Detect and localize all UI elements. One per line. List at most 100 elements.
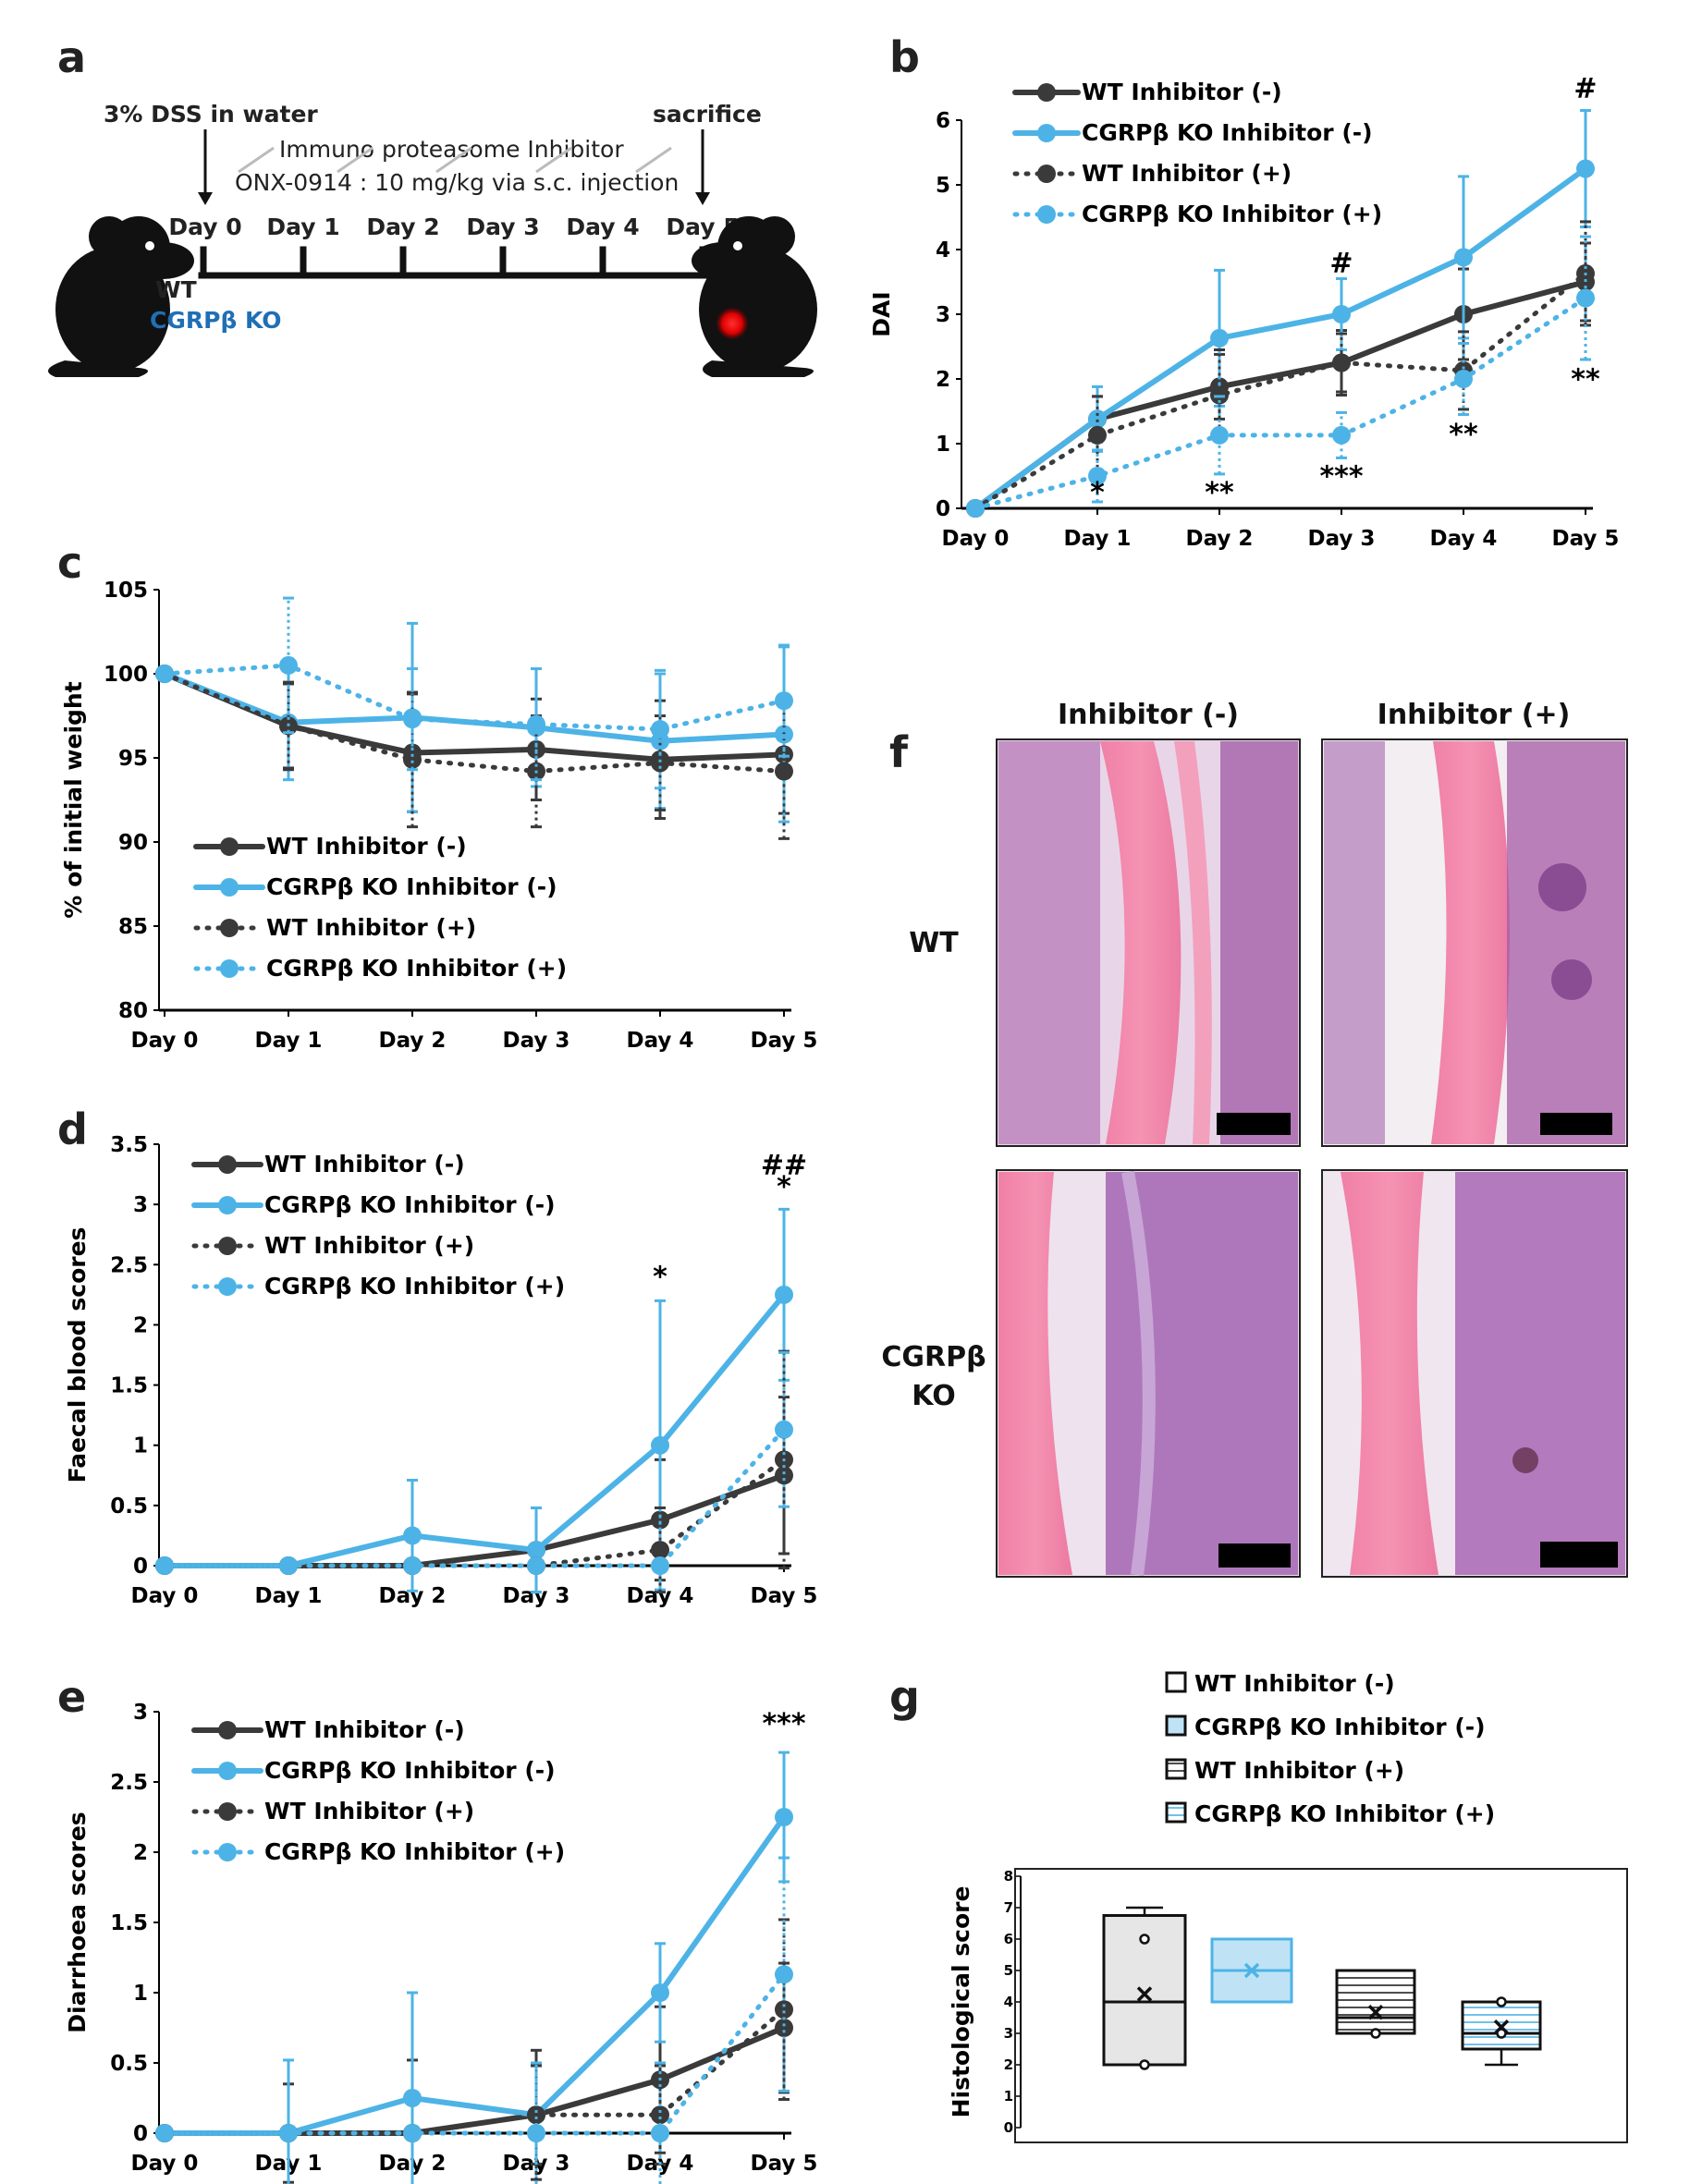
histology-col-header-minus: Inhibitor (-): [1058, 699, 1239, 731]
chart-b-legend-label: WT Inhibitor (+): [1082, 160, 1292, 187]
chart-b-data-point: [1576, 159, 1595, 178]
histology-row-label-ko-2: KO: [912, 1380, 955, 1412]
chart-d-y-tick-label: 3.5: [110, 1133, 148, 1157]
chart-g-legend-swatch: [1165, 1801, 1187, 1824]
chart-e-legend-marker: [218, 1721, 237, 1739]
chart-g-y-tick-label: 8: [1004, 1868, 1013, 1885]
chart-c-y-tick-label: 100: [104, 663, 148, 687]
chart-d-y-tick-label: 3: [133, 1193, 148, 1217]
chart-b-data-point: [1454, 248, 1473, 267]
chart-d-data-point: [651, 1541, 669, 1560]
chart-c-y-tick-label: 90: [118, 831, 148, 855]
chart-c-y-tick-label: 80: [118, 999, 148, 1023]
timeline-day-0: Day 0: [168, 214, 241, 240]
chart-b-series-line: [973, 296, 1588, 511]
chart-g-legend-label: WT Inhibitor (+): [1194, 1757, 1404, 1784]
chart-b-significance-label: ***: [1319, 461, 1363, 494]
chart-e-data-point: [403, 2124, 422, 2142]
timeline-day-2: Day 2: [366, 214, 439, 240]
chart-e-data-point: [403, 2089, 422, 2107]
chart-g-histological-score: WT Inhibitor (-) CGRPβ KO Inhibitor (-) WT…: [948, 1670, 1628, 2143]
chart-g-legend-swatch: [1165, 1758, 1187, 1780]
chart-e-data-point: [651, 2124, 669, 2142]
panel-d-letter: d: [57, 1104, 88, 1154]
chart-c-x-tick-label: Day 5: [751, 1029, 818, 1053]
chart-d-series-line: [162, 1427, 787, 1568]
inhibitor-line-1: Immuno proteasome Inhibitor: [279, 136, 624, 163]
chart-b-series-line: [973, 271, 1588, 511]
chart-d-legend-marker: [218, 1196, 237, 1214]
chart-g-y-tick-label: 1: [1004, 2088, 1013, 2105]
chart-b-data-point: [1454, 370, 1473, 388]
chart-c-data-point: [651, 753, 669, 773]
chart-e-legend-label: CGRPβ KO Inhibitor (-): [264, 1757, 556, 1784]
chart-b-series-line: [973, 165, 1588, 511]
chart-b-significance-label: #: [1573, 73, 1597, 105]
panel-e-letter: e: [57, 1672, 86, 1722]
chart-b-x-tick-label: Day 1: [1064, 527, 1132, 551]
chart-b-legend-marker: [1037, 205, 1056, 224]
chart-c-y-axis-label: % of initial weight: [60, 681, 87, 918]
chart-d-legend-label: WT Inhibitor (-): [264, 1151, 465, 1177]
chart-b-significance-label: **: [1205, 477, 1234, 509]
chart-b-x-tick-label: Day 2: [1186, 527, 1254, 551]
chart-b-data-point: [1332, 305, 1351, 323]
panel-c-letter: c: [57, 538, 82, 588]
chart-b-y-tick-label: 5: [936, 174, 950, 198]
chart-b-legend-marker: [1037, 165, 1056, 183]
mouse-wt-eye: [145, 241, 154, 250]
chart-e-x-tick-label: Day 5: [751, 2152, 818, 2176]
chart-b-dai: 0 1 2 3 4 5 6 Day 0 Day 1 Day 2 Day 3 Day 4 Day 5 DAI…: [868, 73, 1619, 552]
chart-g-y-tick-label: 6: [1004, 1931, 1013, 1947]
chart-b-y-tick-label: 0: [936, 497, 950, 521]
chart-c-legend-label: CGRPβ KO Inhibitor (-): [266, 873, 557, 900]
chart-g-data-point: [1139, 1934, 1150, 1945]
chart-b-y-tick-label: 6: [936, 109, 950, 133]
chart-b-y-axis-label: DAI: [868, 291, 895, 336]
chart-c-x-tick-label: Day 3: [503, 1029, 570, 1053]
inhibitor-line-2: ONX-0914 : 10 mg/kg via s.c. injection: [235, 169, 679, 196]
chart-d-data-point: [279, 1556, 298, 1575]
chart-e-y-tick-label: 2.5: [110, 1771, 148, 1795]
chart-b-y-tick-label: 3: [936, 303, 950, 327]
sacrifice-arrow-head: [695, 192, 710, 205]
histology-image-wt-minus: [996, 738, 1301, 1147]
chart-b-x-tick-label: Day 5: [1552, 527, 1620, 551]
chart-e-y-tick-label: 2: [133, 1841, 148, 1865]
chart-c-data-point: [155, 665, 174, 683]
chart-d-data-point: [775, 1285, 793, 1304]
sacrifice-label: sacrifice: [653, 101, 762, 128]
panel-g-letter: g: [889, 1672, 920, 1722]
chart-b-data-point: [1332, 425, 1351, 445]
chart-d-y-tick-label: 1.5: [110, 1374, 148, 1398]
chart-d-y-tick-label: 1: [133, 1434, 148, 1458]
chart-e-significance-label: ***: [762, 1708, 805, 1740]
histology-image-ko-plus: [1321, 1169, 1628, 1578]
chart-d-y-tick-label: 2: [133, 1313, 148, 1337]
chart-d-significance-label: ##: [761, 1150, 807, 1182]
chart-c-legend-marker: [220, 959, 239, 978]
chart-d-data-point: [775, 1420, 793, 1439]
timeline-day-4: Day 4: [566, 214, 639, 240]
chart-d-x-tick-label: Day 0: [131, 1584, 199, 1608]
chart-c-series-line: [162, 671, 787, 744]
chart-c-x-tick-label: Day 0: [131, 1029, 199, 1053]
chart-d-data-point: [527, 1541, 545, 1560]
chart-c-y-tick-label: 85: [118, 915, 148, 939]
panel-f: f Inhibitor (-) Inhibitor (+) WT CGRPβ K…: [881, 699, 1628, 1578]
chart-g-y-tick-label: 3: [1004, 2025, 1013, 2042]
chart-e-y-tick-label: 0: [133, 2122, 148, 2146]
chart-d-x-tick-label: Day 1: [255, 1584, 323, 1608]
chart-d-significance-label: *: [777, 1171, 791, 1203]
timeline-day-labels: Day 0 Day 1 Day 2 Day 3 Day 4 Day 5: [168, 214, 739, 240]
chart-d-legend-marker: [218, 1155, 237, 1174]
chart-b-data-point: [1210, 425, 1229, 445]
chart-c-legend-label: CGRPβ KO Inhibitor (+): [266, 955, 567, 982]
chart-d-series-line: [162, 1472, 787, 1568]
chart-c-data-point: [279, 655, 298, 675]
dss-label: 3% DSS in water: [104, 101, 318, 128]
chart-e-data-point: [775, 1808, 793, 1826]
histology-col-header-plus: Inhibitor (+): [1378, 699, 1571, 731]
histology-row-label-wt: WT: [909, 927, 959, 959]
